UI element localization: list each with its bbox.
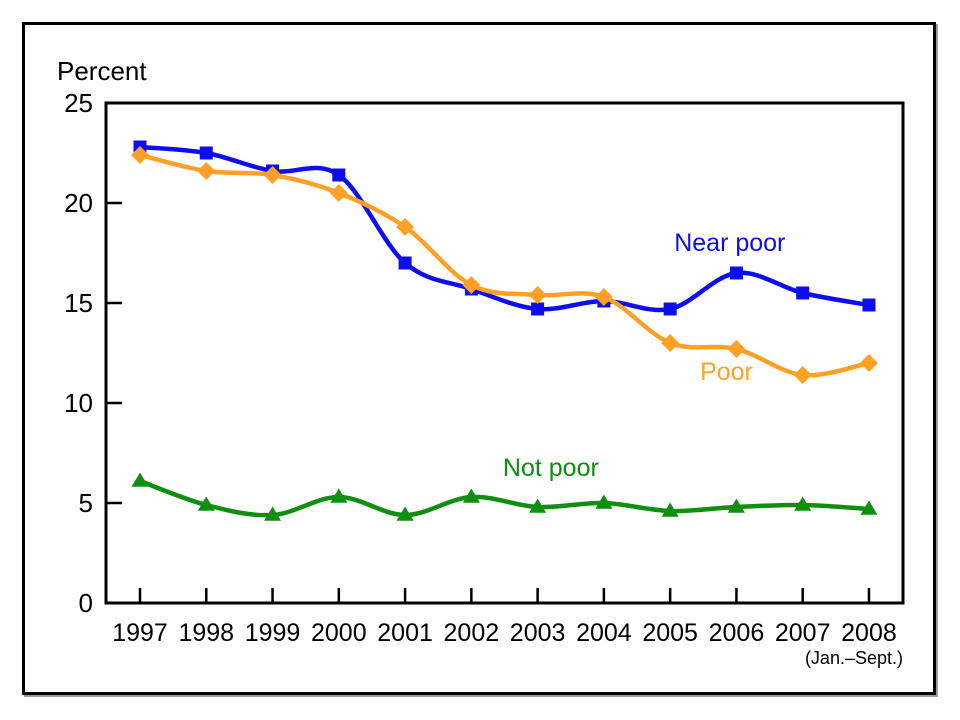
marker-diamond — [793, 366, 812, 384]
plot-border — [104, 101, 905, 605]
marker-diamond — [131, 146, 149, 164]
x-tick-label: 2008 — [841, 619, 897, 647]
figure-frame — [22, 22, 936, 695]
series-labels: Near poor Poor Not poor — [503, 229, 785, 482]
marker-square — [332, 168, 346, 182]
marker-triangle — [529, 498, 547, 513]
marker-triangle — [330, 488, 348, 503]
x-tick-label: 2007 — [775, 619, 831, 647]
x-tick-label: 2004 — [576, 619, 632, 647]
y-tick-label: 20 — [64, 188, 93, 218]
series-lines — [131, 140, 878, 521]
marker-square — [398, 256, 412, 270]
x-tick-label: 1999 — [245, 619, 301, 647]
marker-triangle — [794, 496, 812, 511]
marker-diamond — [462, 276, 481, 294]
x-tick-label: 1997 — [112, 619, 168, 647]
marker-diamond — [528, 286, 547, 304]
marker-square — [729, 266, 743, 280]
marker-triangle — [396, 506, 414, 521]
marker-square — [663, 302, 677, 316]
marker-diamond — [263, 166, 282, 184]
series-near-poor — [133, 140, 876, 316]
marker-diamond — [594, 288, 613, 306]
marker-square — [862, 298, 876, 312]
y-axis-title: Percent — [57, 56, 147, 86]
marker-square — [199, 146, 213, 160]
series-not-poor — [131, 472, 878, 521]
x-tick-label: 2005 — [642, 619, 698, 647]
marker-triangle — [727, 498, 745, 513]
y-tick-label: 5 — [79, 488, 93, 518]
marker-triangle — [595, 494, 613, 509]
marker-diamond — [661, 334, 680, 352]
series-label-near-poor: Near poor — [674, 229, 785, 257]
x-tick-label: 2002 — [444, 619, 500, 647]
x-axis-note: (Jan.–Sept.) — [805, 648, 903, 668]
marker-triangle — [264, 506, 282, 521]
series-label-poor: Poor — [700, 358, 753, 386]
x-tick-label: 2006 — [709, 619, 765, 647]
series-poor — [131, 146, 878, 384]
marker-diamond — [727, 340, 746, 358]
marker-diamond — [197, 162, 216, 180]
x-tick-label: 2001 — [377, 619, 433, 647]
y-tick-label: 15 — [64, 288, 93, 318]
marker-triangle — [197, 496, 215, 511]
series-line-not-poor — [137, 478, 872, 518]
series-line-poor — [137, 152, 872, 378]
marker-square — [531, 302, 545, 316]
series-label-not-poor: Not poor — [503, 454, 599, 482]
marker-triangle — [462, 488, 480, 503]
x-tick-label: 2000 — [311, 619, 367, 647]
x-tick-label: 2003 — [510, 619, 566, 647]
axes: 0 5 10 15 20 25 1997 1998 1999 2000 2001 2002 2003 20… — [64, 88, 905, 647]
y-tick-label: 10 — [64, 388, 93, 418]
marker-triangle — [661, 502, 679, 517]
marker-square — [796, 286, 810, 300]
x-tick-label: 1998 — [178, 619, 234, 647]
marker-triangle — [860, 500, 878, 515]
marker-diamond — [396, 218, 415, 236]
y-tick-label: 25 — [64, 88, 93, 118]
marker-diamond — [859, 354, 878, 372]
y-tick-label: 0 — [79, 588, 93, 618]
marker-diamond — [329, 184, 348, 202]
marker-triangle — [131, 472, 149, 487]
